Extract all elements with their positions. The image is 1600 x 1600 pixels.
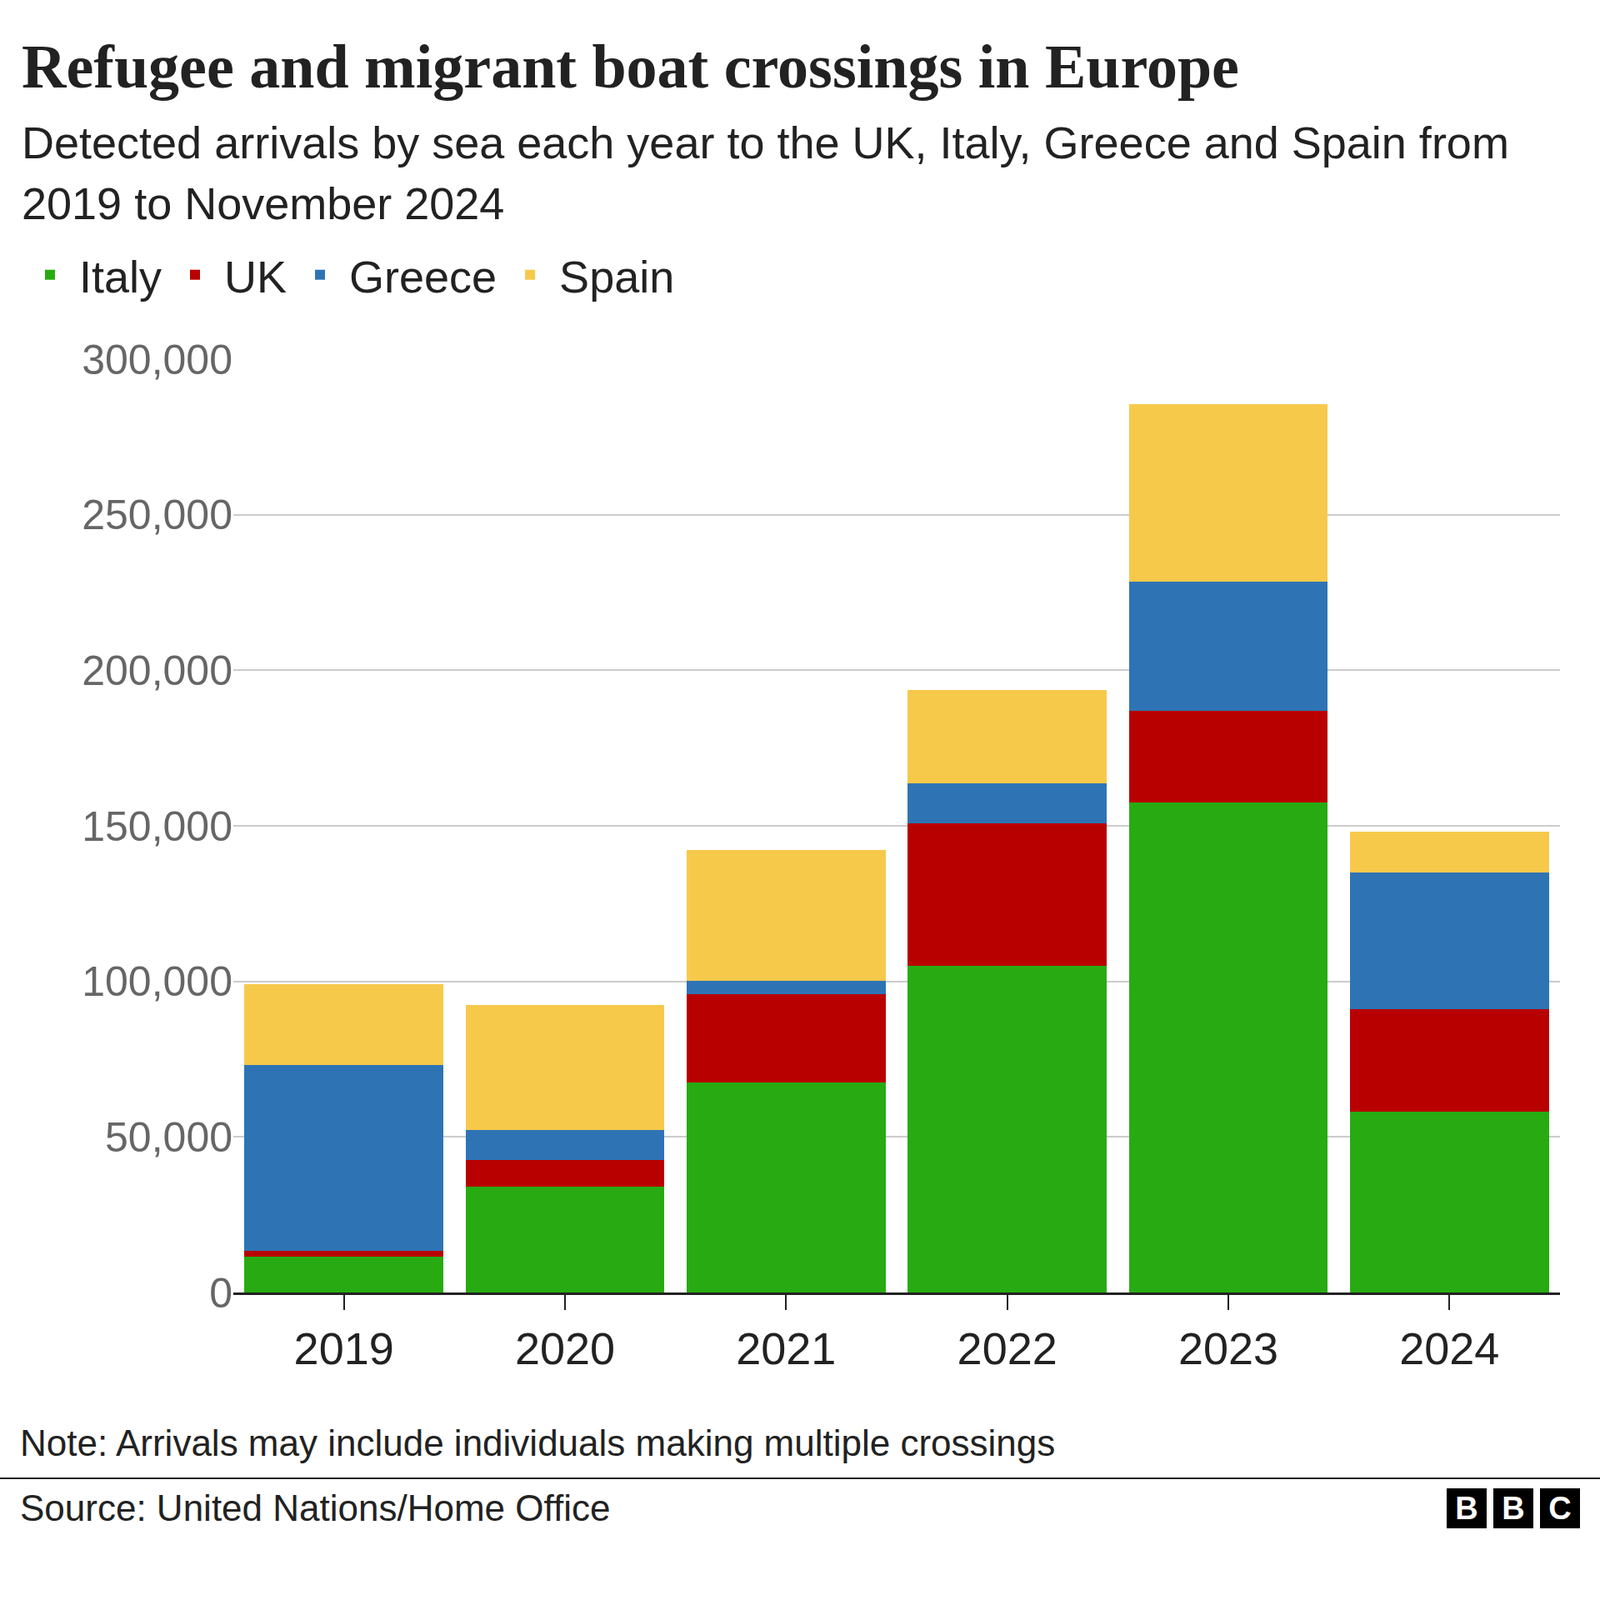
svg-text:2023: 2023	[1178, 1323, 1279, 1374]
svg-text:0: 0	[209, 1269, 233, 1316]
svg-text:2024: 2024	[1399, 1323, 1500, 1374]
svg-text:100,000: 100,000	[81, 958, 233, 1005]
html-text:B: B	[1501, 1490, 1525, 1526]
svg-text:300,000: 300,000	[81, 335, 233, 383]
svg-text:Spain: Spain	[559, 251, 675, 302]
svg-text:200,000: 200,000	[81, 647, 233, 695]
html-text:C: C	[1548, 1490, 1572, 1526]
svg-text:2022: 2022	[957, 1323, 1058, 1374]
svg-text:Italy: Italy	[79, 251, 162, 302]
svg-text:Greece: Greece	[349, 251, 497, 302]
svg-text:UK: UK	[224, 251, 287, 302]
svg-text:150,000: 150,000	[81, 802, 233, 850]
html-text:B: B	[1455, 1490, 1479, 1526]
svg-text:2020: 2020	[515, 1323, 615, 1374]
svg-text:2019: 2019	[294, 1323, 395, 1374]
html-text:Note: Arrivals may include ind: Note: Arrivals may include individuals m…	[20, 1422, 1056, 1464]
svg-text:250,000: 250,000	[81, 491, 233, 539]
html-text:Refugee and migrant boat cross: Refugee and migrant boat crossings in Eu…	[21, 32, 1240, 101]
svg-text:50,000: 50,000	[105, 1114, 233, 1161]
html-text:Detected arrivals by sea each: Detected arrivals by sea each year to th…	[21, 117, 1510, 229]
svg-text:2021: 2021	[735, 1323, 836, 1374]
html-text:Source: United Nations/Home Of: Source: United Nations/Home Office	[20, 1487, 611, 1529]
